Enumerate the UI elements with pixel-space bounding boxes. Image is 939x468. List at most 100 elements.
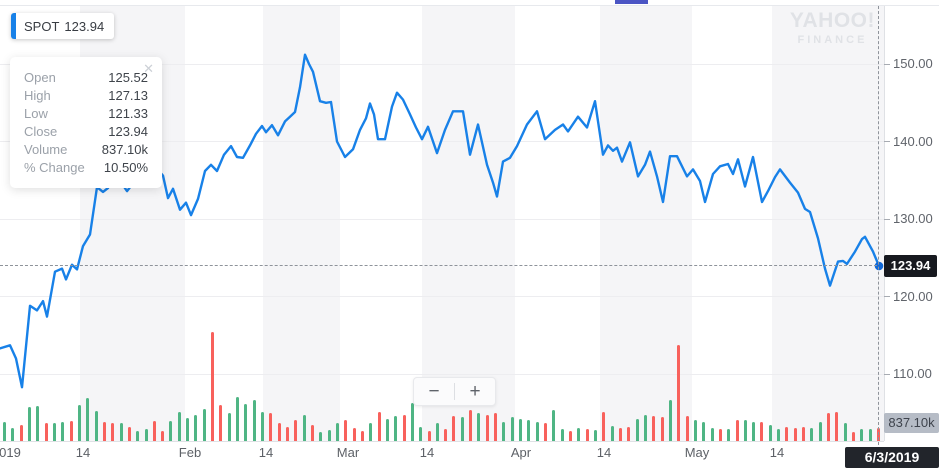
volume-bar — [852, 432, 856, 441]
volume-bar — [752, 422, 756, 441]
volume-bar — [502, 422, 506, 441]
tooltip-row-value: 125.52 — [108, 70, 148, 85]
volume-bar — [693, 420, 697, 441]
volume-bar — [44, 423, 48, 441]
volume-bar — [186, 418, 190, 441]
volume-bar — [585, 429, 589, 441]
x-axis-tick-label: 14 — [419, 445, 435, 460]
volume-bar — [727, 429, 731, 441]
volume-bar — [544, 423, 548, 441]
volume-bar — [677, 345, 681, 441]
volume-bar — [27, 407, 31, 441]
close-icon[interactable]: ✕ — [143, 61, 154, 76]
zoom-in-button[interactable]: + — [469, 381, 481, 402]
volume-bar — [569, 431, 573, 441]
top-progress-indicator — [615, 0, 648, 4]
volume-bar — [119, 423, 123, 441]
legend-color-accent — [11, 13, 16, 39]
volume-bar — [144, 429, 148, 441]
volume-bar — [460, 417, 464, 441]
y-axis-tick — [884, 63, 890, 65]
volume-bar — [710, 428, 714, 441]
tooltip-row-value: 127.13 — [108, 88, 148, 103]
x-axis-tick-label: May — [684, 445, 710, 460]
volume-bar — [469, 410, 473, 441]
y-axis-line — [884, 6, 885, 441]
volume-bar — [261, 412, 265, 441]
volume-bar — [560, 429, 564, 441]
volume-bar — [735, 420, 739, 441]
volume-bar — [760, 422, 764, 441]
volume-bar — [718, 429, 722, 441]
zoom-control: − + — [413, 377, 496, 406]
volume-bar — [827, 413, 831, 441]
volume-bar — [444, 429, 448, 441]
tooltip-row-label: Volume — [24, 142, 68, 157]
volume-bar — [136, 431, 140, 441]
volume-bar — [219, 405, 223, 441]
volume-bar — [402, 415, 406, 441]
symbol-legend-chip[interactable]: SPOT 123.94 — [11, 13, 115, 39]
volume-bar — [3, 422, 6, 441]
volume-bar — [802, 427, 806, 441]
volume-bar — [177, 412, 181, 441]
volume-bar — [369, 423, 373, 441]
tooltip-row: % Change 10.50% — [24, 159, 148, 177]
volume-bar — [777, 429, 781, 441]
crosshair-horizontal-line — [0, 265, 877, 267]
x-axis-tick-label: 14 — [596, 445, 612, 460]
tooltip-row-value: 10.50% — [103, 160, 148, 175]
volume-bar — [785, 427, 789, 441]
volume-bar — [577, 428, 581, 441]
y-axis-tick — [884, 141, 890, 142]
ohlc-tooltip: ✕ Open 125.52 High 127.13 Low 121.33 Close 123.… — [10, 57, 162, 188]
volume-bar — [277, 423, 281, 441]
legend-label: SPOT 123.94 — [16, 19, 114, 34]
volume-bar — [793, 428, 797, 441]
volume-bar — [377, 412, 381, 441]
volume-bar — [385, 419, 389, 441]
volume-bar — [643, 415, 647, 441]
volume-bar — [302, 415, 306, 441]
volume-bar — [61, 422, 65, 441]
volume-bar — [494, 413, 498, 441]
volume-bar — [111, 423, 115, 441]
volume-bar — [127, 427, 131, 441]
volume-bar — [668, 400, 672, 441]
volume-bar — [768, 425, 772, 441]
volume-bar — [102, 422, 106, 441]
yahoo-finance-watermark: YAHOO! FINANCE — [790, 9, 875, 46]
last-price-dot — [874, 261, 884, 271]
tooltip-rows: Open 125.52 High 127.13 Low 121.33 Close 123.94… — [24, 69, 148, 177]
gridline — [0, 63, 884, 65]
crosshair-vertical-line — [878, 6, 879, 445]
x-axis-tick-label: 14 — [769, 445, 785, 460]
tooltip-row-label: Low — [24, 106, 48, 121]
y-axis-tick-label: 130.00 — [893, 211, 933, 226]
volume-bar — [194, 415, 198, 441]
y-axis-tick — [884, 296, 890, 297]
volume-bar — [519, 419, 523, 441]
top-divider — [0, 5, 939, 6]
volume-bar — [19, 425, 23, 441]
x-axis-tick-label: Feb — [178, 445, 202, 460]
volume-bar — [477, 413, 481, 441]
volume-bar — [319, 432, 323, 441]
watermark-yahoo: YAHOO! — [789, 9, 875, 32]
volume-bar — [310, 425, 314, 441]
tooltip-row-value: 837.10k — [101, 142, 148, 157]
volume-bar — [94, 411, 98, 441]
x-axis-tick-label: 019 — [0, 445, 21, 460]
zoom-out-button[interactable]: − — [428, 381, 440, 402]
background-band — [600, 6, 692, 441]
x-axis-tick-label: Apr — [510, 445, 532, 460]
tooltip-row-label: Close — [24, 124, 58, 139]
volume-bar — [527, 420, 531, 441]
background-band — [422, 6, 515, 441]
background-band — [772, 6, 884, 441]
volume-bar — [202, 409, 206, 441]
volume-bar — [11, 428, 15, 441]
